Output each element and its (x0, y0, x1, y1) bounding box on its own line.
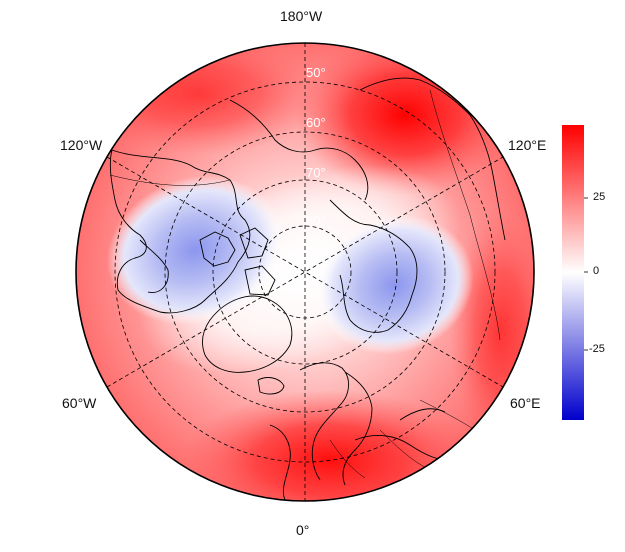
colorbar-gradient (562, 125, 584, 420)
meridian-60e-120w (106, 156, 504, 388)
coast-north-america (109, 149, 251, 314)
lon-label-60w: 60°W (62, 395, 97, 411)
coast-russia-east (359, 77, 506, 241)
colorbar-label-0: 0 (593, 265, 600, 277)
graticule (106, 43, 504, 501)
coast-iceland (257, 377, 285, 395)
field-layer (76, 43, 534, 501)
lon-label-60e: 60°E (510, 395, 541, 411)
red-anomaly-east (450, 210, 534, 450)
lat-label-50: 50° (306, 65, 326, 80)
coast-scandinavia (299, 362, 373, 486)
lon-label-120w: 120°W (60, 137, 103, 153)
lat-labels: 50° 60° 70° 80° (306, 65, 326, 228)
parallel-60 (164, 131, 446, 413)
colorbar (562, 125, 588, 420)
lat-label-60: 60° (306, 115, 326, 130)
political-borders (109, 89, 501, 479)
colorbar-label-25: 25 (593, 191, 606, 203)
lon-label-180w: 180°W (280, 8, 323, 24)
parallel-70 (212, 179, 398, 365)
coast-alaska-chukotka (229, 99, 369, 201)
parallel-50 (114, 81, 496, 463)
meridian-60w-120e (106, 156, 504, 388)
lat-label-70: 70° (306, 165, 326, 180)
coast-greenland (202, 295, 293, 373)
coastlines (109, 77, 506, 501)
coast-siberia (329, 199, 418, 333)
map-boundary (75, 42, 535, 502)
lon-label-0: 0° (296, 522, 310, 538)
red-anomaly-pacific (80, 43, 320, 155)
colorbar-label-neg25: -25 (589, 343, 605, 355)
lat-label-80: 80° (306, 213, 326, 228)
blue-anomaly-siberia (316, 215, 474, 355)
coast-hudson (139, 239, 169, 293)
lon-label-120e: 120°E (508, 137, 547, 153)
